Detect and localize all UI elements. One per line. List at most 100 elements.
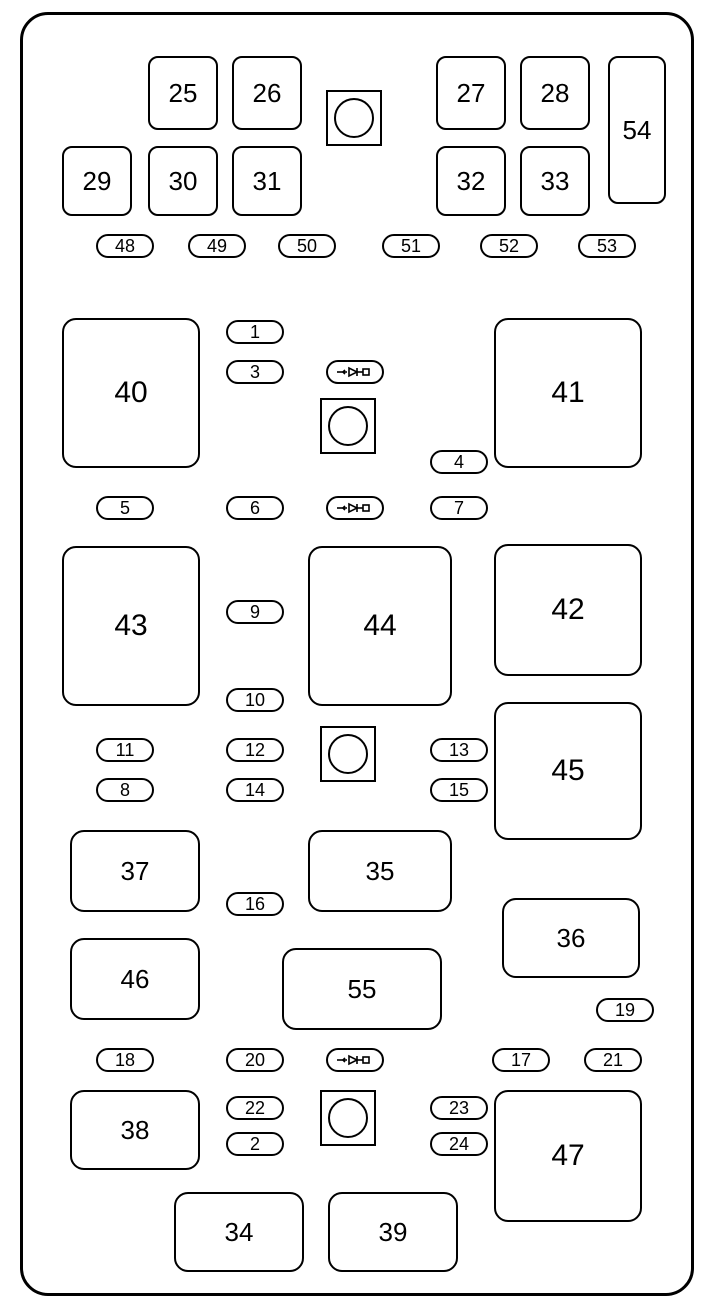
fuse-box-label: 47 bbox=[551, 1139, 584, 1173]
fuse-box-37: 37 bbox=[70, 830, 200, 912]
stud-ring-icon bbox=[334, 98, 374, 138]
fuse-box-label: 41 bbox=[551, 376, 584, 410]
fuse-box-label: 36 bbox=[557, 923, 586, 954]
mini-fuse-label: 22 bbox=[245, 1098, 265, 1119]
mini-fuse-label: 1 bbox=[250, 322, 260, 343]
mini-fuse-2: 2 bbox=[226, 1132, 284, 1156]
mini-fuse-17: 17 bbox=[492, 1048, 550, 1072]
mini-fuse-18: 18 bbox=[96, 1048, 154, 1072]
stud-4 bbox=[320, 1090, 376, 1146]
fuse-box-27: 27 bbox=[436, 56, 506, 130]
fuse-box-label: 26 bbox=[253, 78, 282, 109]
mini-fuse-label: 7 bbox=[454, 498, 464, 519]
diode-1 bbox=[326, 360, 384, 384]
fuse-box-45: 45 bbox=[494, 702, 642, 840]
diode-symbol-icon bbox=[335, 1053, 375, 1067]
mini-fuse-label: 14 bbox=[245, 780, 265, 801]
fuse-box-label: 42 bbox=[551, 593, 584, 627]
fuse-box-34: 34 bbox=[174, 1192, 304, 1272]
mini-fuse-label: 10 bbox=[245, 690, 265, 711]
fuse-box-label: 30 bbox=[169, 166, 198, 197]
mini-fuse-label: 4 bbox=[454, 452, 464, 473]
stud-2 bbox=[320, 398, 376, 454]
mini-fuse-5: 5 bbox=[96, 496, 154, 520]
mini-fuse-19: 19 bbox=[596, 998, 654, 1022]
fuse-box-label: 35 bbox=[366, 856, 395, 887]
fuse-box-38: 38 bbox=[70, 1090, 200, 1170]
mini-fuse-label: 8 bbox=[120, 780, 130, 801]
mini-fuse-label: 16 bbox=[245, 894, 265, 915]
fuse-box-label: 37 bbox=[121, 856, 150, 887]
fuse-box-label: 38 bbox=[121, 1115, 150, 1146]
fuse-box-35: 35 bbox=[308, 830, 452, 912]
mini-fuse-label: 50 bbox=[297, 236, 317, 257]
fuse-box-29: 29 bbox=[62, 146, 132, 216]
fuse-box-label: 33 bbox=[541, 166, 570, 197]
fuse-box-30: 30 bbox=[148, 146, 218, 216]
stud-ring-icon bbox=[328, 734, 368, 774]
mini-fuse-label: 18 bbox=[115, 1050, 135, 1071]
mini-fuse-20: 20 bbox=[226, 1048, 284, 1072]
fuse-box-label: 45 bbox=[551, 754, 584, 788]
fuse-box-36: 36 bbox=[502, 898, 640, 978]
stud-1 bbox=[326, 90, 382, 146]
mini-fuse-label: 11 bbox=[116, 740, 135, 761]
mini-fuse-23: 23 bbox=[430, 1096, 488, 1120]
mini-fuse-label: 13 bbox=[449, 740, 469, 761]
fuse-box-40: 40 bbox=[62, 318, 200, 468]
fuse-box-46: 46 bbox=[70, 938, 200, 1020]
fuse-box-54: 54 bbox=[608, 56, 666, 204]
fuse-box-32: 32 bbox=[436, 146, 506, 216]
mini-fuse-label: 15 bbox=[449, 780, 469, 801]
diode-symbol-icon bbox=[335, 501, 375, 515]
mini-fuse-6: 6 bbox=[226, 496, 284, 520]
fuse-box-28: 28 bbox=[520, 56, 590, 130]
fuse-box-label: 34 bbox=[225, 1217, 254, 1248]
mini-fuse-51: 51 bbox=[382, 234, 440, 258]
fuse-box-42: 42 bbox=[494, 544, 642, 676]
mini-fuse-label: 52 bbox=[499, 236, 519, 257]
fuse-box-label: 40 bbox=[114, 376, 147, 410]
stud-ring-icon bbox=[328, 406, 368, 446]
mini-fuse-label: 12 bbox=[245, 740, 265, 761]
mini-fuse-label: 2 bbox=[250, 1134, 260, 1155]
mini-fuse-52: 52 bbox=[480, 234, 538, 258]
mini-fuse-label: 19 bbox=[615, 1000, 635, 1021]
mini-fuse-label: 49 bbox=[207, 236, 227, 257]
stud-3 bbox=[320, 726, 376, 782]
mini-fuse-label: 21 bbox=[603, 1050, 623, 1071]
fuse-box-label: 29 bbox=[83, 166, 112, 197]
mini-fuse-7: 7 bbox=[430, 496, 488, 520]
mini-fuse-49: 49 bbox=[188, 234, 246, 258]
fuse-box-label: 54 bbox=[623, 115, 652, 146]
mini-fuse-1: 1 bbox=[226, 320, 284, 344]
mini-fuse-15: 15 bbox=[430, 778, 488, 802]
mini-fuse-label: 5 bbox=[120, 498, 130, 519]
mini-fuse-24: 24 bbox=[430, 1132, 488, 1156]
mini-fuse-label: 24 bbox=[449, 1134, 469, 1155]
fuse-box-label: 44 bbox=[363, 609, 396, 643]
fuse-box-55: 55 bbox=[282, 948, 442, 1030]
mini-fuse-13: 13 bbox=[430, 738, 488, 762]
fuse-box-label: 55 bbox=[348, 974, 377, 1005]
mini-fuse-label: 6 bbox=[250, 498, 260, 519]
diode-2 bbox=[326, 496, 384, 520]
fuse-box-label: 32 bbox=[457, 166, 486, 197]
mini-fuse-12: 12 bbox=[226, 738, 284, 762]
fuse-box-label: 31 bbox=[253, 166, 282, 197]
mini-fuse-label: 20 bbox=[245, 1050, 265, 1071]
diode-symbol-icon bbox=[335, 365, 375, 379]
mini-fuse-label: 53 bbox=[597, 236, 617, 257]
mini-fuse-10: 10 bbox=[226, 688, 284, 712]
mini-fuse-8: 8 bbox=[96, 778, 154, 802]
mini-fuse-9: 9 bbox=[226, 600, 284, 624]
mini-fuse-4: 4 bbox=[430, 450, 488, 474]
fuse-box-label: 39 bbox=[379, 1217, 408, 1248]
mini-fuse-50: 50 bbox=[278, 234, 336, 258]
mini-fuse-11: 11 bbox=[96, 738, 154, 762]
fuse-box-39: 39 bbox=[328, 1192, 458, 1272]
mini-fuse-label: 9 bbox=[250, 602, 260, 623]
mini-fuse-3: 3 bbox=[226, 360, 284, 384]
fuse-box-47: 47 bbox=[494, 1090, 642, 1222]
mini-fuse-14: 14 bbox=[226, 778, 284, 802]
